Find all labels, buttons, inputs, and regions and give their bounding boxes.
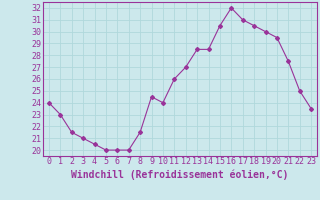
X-axis label: Windchill (Refroidissement éolien,°C): Windchill (Refroidissement éolien,°C): [71, 169, 289, 180]
